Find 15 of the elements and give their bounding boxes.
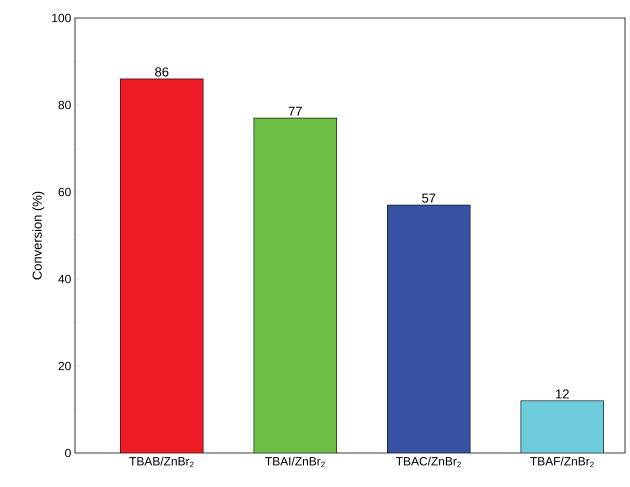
data-label: 12 xyxy=(556,389,569,398)
x-tick-label: TBAB/ZnBr$_{2}$ xyxy=(129,456,194,468)
x-tick-label: TBAC/ZnBr$_{2}$ xyxy=(396,456,461,468)
y-tick-label: 80 xyxy=(58,100,71,110)
y-tick-label: 60 xyxy=(58,188,71,196)
y-tick-label: 40 xyxy=(58,274,71,284)
x-tick-label: TBAF/ZnBr$_{2}$ xyxy=(530,456,594,468)
y-tick-label: 100 xyxy=(52,14,71,22)
x-tick-label: TBAI/ZnBr$_{2}$ xyxy=(265,456,325,468)
y-tick-label: 20 xyxy=(58,362,71,370)
y-axis-title: Conversion (%) xyxy=(32,192,44,280)
data-label: 77 xyxy=(288,106,302,116)
y-tick-label: 0 xyxy=(65,448,71,458)
data-label: 57 xyxy=(422,194,436,203)
data-label: 86 xyxy=(155,67,168,77)
